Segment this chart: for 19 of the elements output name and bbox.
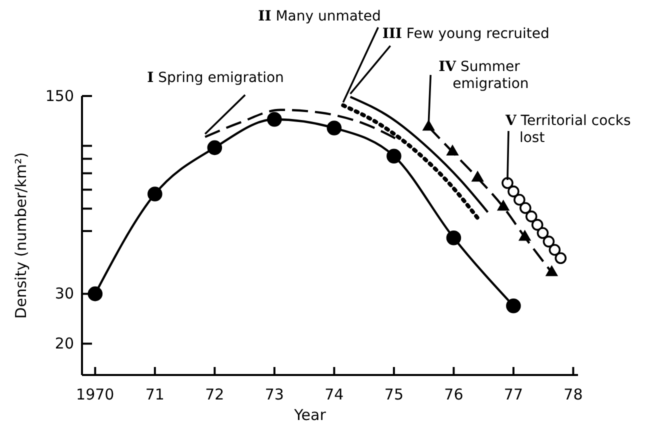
y-tick-label: 30 <box>54 284 74 303</box>
x-tick-label: 78 <box>564 386 583 404</box>
annotation: V Territorial cocks lost <box>504 113 631 146</box>
annotation: III Few young recruited <box>382 26 550 42</box>
x-tick-label: 1970 <box>76 386 114 404</box>
x-tick-label: 77 <box>504 386 524 404</box>
x-tick-label: 71 <box>145 386 164 404</box>
annotation: II Many unmated <box>258 8 381 24</box>
x-tick-label: 76 <box>444 386 464 404</box>
x-tick-label: 74 <box>324 386 344 404</box>
x-tick-label: 72 <box>205 386 224 404</box>
x-tick-label: 73 <box>264 386 284 404</box>
x-axis-title: Year <box>293 406 327 424</box>
y-axis-title: Density (number/km²) <box>12 152 30 319</box>
y-tick-label: 150 <box>45 86 74 105</box>
annotation: I Spring emigration <box>147 70 284 86</box>
x-tick-label: 75 <box>384 386 404 404</box>
y-tick-label: 20 <box>54 334 74 352</box>
annotation: IV Summer emigration <box>438 58 529 92</box>
